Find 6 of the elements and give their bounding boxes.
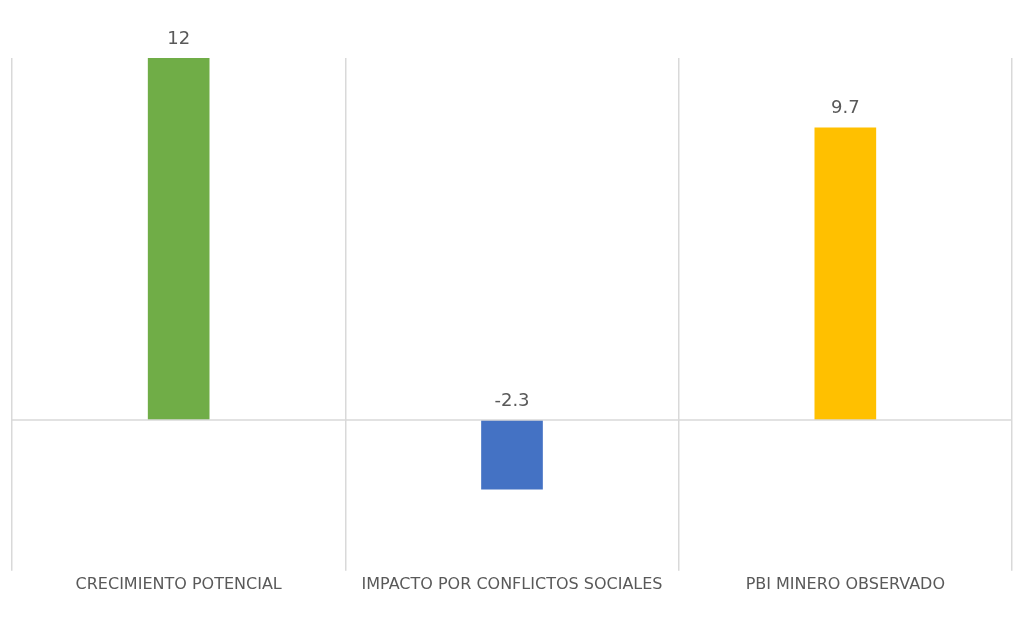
- data-label: 9.7: [831, 96, 860, 118]
- x-tick-label: PBI MINERO OBSERVADO: [745, 573, 946, 593]
- data-label: -2.3: [494, 388, 530, 410]
- data-label: 12: [167, 26, 191, 48]
- x-tick-label: IMPACTO POR CONFLICTOS SOCIALES: [361, 573, 663, 593]
- x-tick-label: CRECIMIENTO POTENCIAL: [75, 573, 282, 593]
